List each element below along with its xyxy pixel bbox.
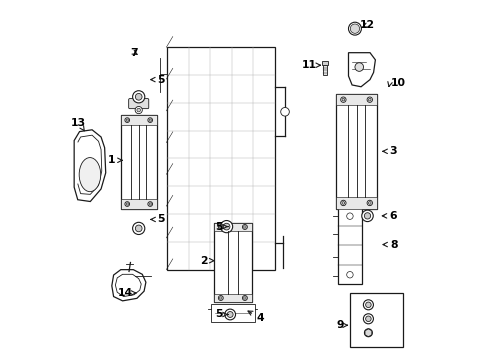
Text: 3: 3 [382,146,396,156]
Bar [335,94,376,209]
Bar [121,199,156,209]
Circle shape [280,108,289,116]
Circle shape [346,271,352,278]
Polygon shape [74,130,105,202]
Text: 2: 2 [200,256,214,266]
Circle shape [340,97,346,102]
Text: 6: 6 [382,211,397,221]
Bar [214,223,251,231]
Bar [349,293,403,347]
Circle shape [361,210,372,222]
Bar [211,304,254,321]
Polygon shape [348,53,375,87]
Circle shape [346,213,352,219]
Circle shape [135,107,142,114]
Circle shape [341,98,344,101]
Bar [167,47,274,270]
Bar [121,116,156,125]
Bar [335,94,376,105]
Bar [214,294,251,302]
Circle shape [364,213,370,219]
Text: 14: 14 [118,288,136,298]
Text: 5: 5 [215,222,227,231]
Circle shape [364,329,371,337]
Bar [214,223,251,302]
Circle shape [365,302,370,307]
FancyBboxPatch shape [128,99,148,109]
Circle shape [366,97,372,102]
Circle shape [219,297,222,299]
Bar [335,197,376,209]
Circle shape [132,222,144,234]
Text: 11: 11 [301,60,320,70]
Text: 12: 12 [359,20,374,30]
Circle shape [219,226,222,228]
Text: 5: 5 [151,215,165,224]
Bar [121,116,156,209]
Circle shape [220,221,232,233]
Ellipse shape [79,158,101,192]
Circle shape [218,225,223,229]
Text: 7: 7 [130,48,138,58]
Circle shape [341,202,344,204]
Text: 9: 9 [336,320,347,330]
Text: 10: 10 [390,78,406,88]
Circle shape [243,226,245,228]
Circle shape [132,91,144,103]
Circle shape [363,314,373,324]
Circle shape [367,98,370,101]
Circle shape [126,119,128,121]
Circle shape [363,300,373,310]
Circle shape [224,309,235,320]
Circle shape [366,200,372,206]
Circle shape [124,202,129,206]
Circle shape [147,118,152,122]
Text: 5: 5 [215,310,227,319]
Circle shape [349,24,359,33]
Circle shape [243,297,245,299]
Circle shape [367,202,370,204]
Circle shape [365,316,370,321]
Circle shape [135,94,142,100]
Circle shape [351,25,358,32]
Circle shape [223,223,229,230]
Circle shape [366,330,370,335]
Circle shape [126,203,128,205]
Circle shape [218,296,223,301]
Text: 4: 4 [247,311,264,323]
Bar [321,61,328,65]
Circle shape [147,202,152,206]
Circle shape [242,225,247,229]
Circle shape [242,296,247,301]
Circle shape [354,63,363,71]
Text: 13: 13 [71,118,86,131]
Text: 8: 8 [382,239,397,249]
Circle shape [149,203,151,205]
Text: 5: 5 [150,75,165,85]
Circle shape [227,311,233,318]
Polygon shape [112,270,145,301]
Bar [323,65,326,75]
Circle shape [137,108,140,112]
Circle shape [135,225,142,232]
Circle shape [348,22,361,35]
Circle shape [340,200,346,206]
Bar [337,207,362,284]
Circle shape [124,118,129,122]
Text: 1: 1 [108,155,122,165]
Circle shape [149,119,151,121]
